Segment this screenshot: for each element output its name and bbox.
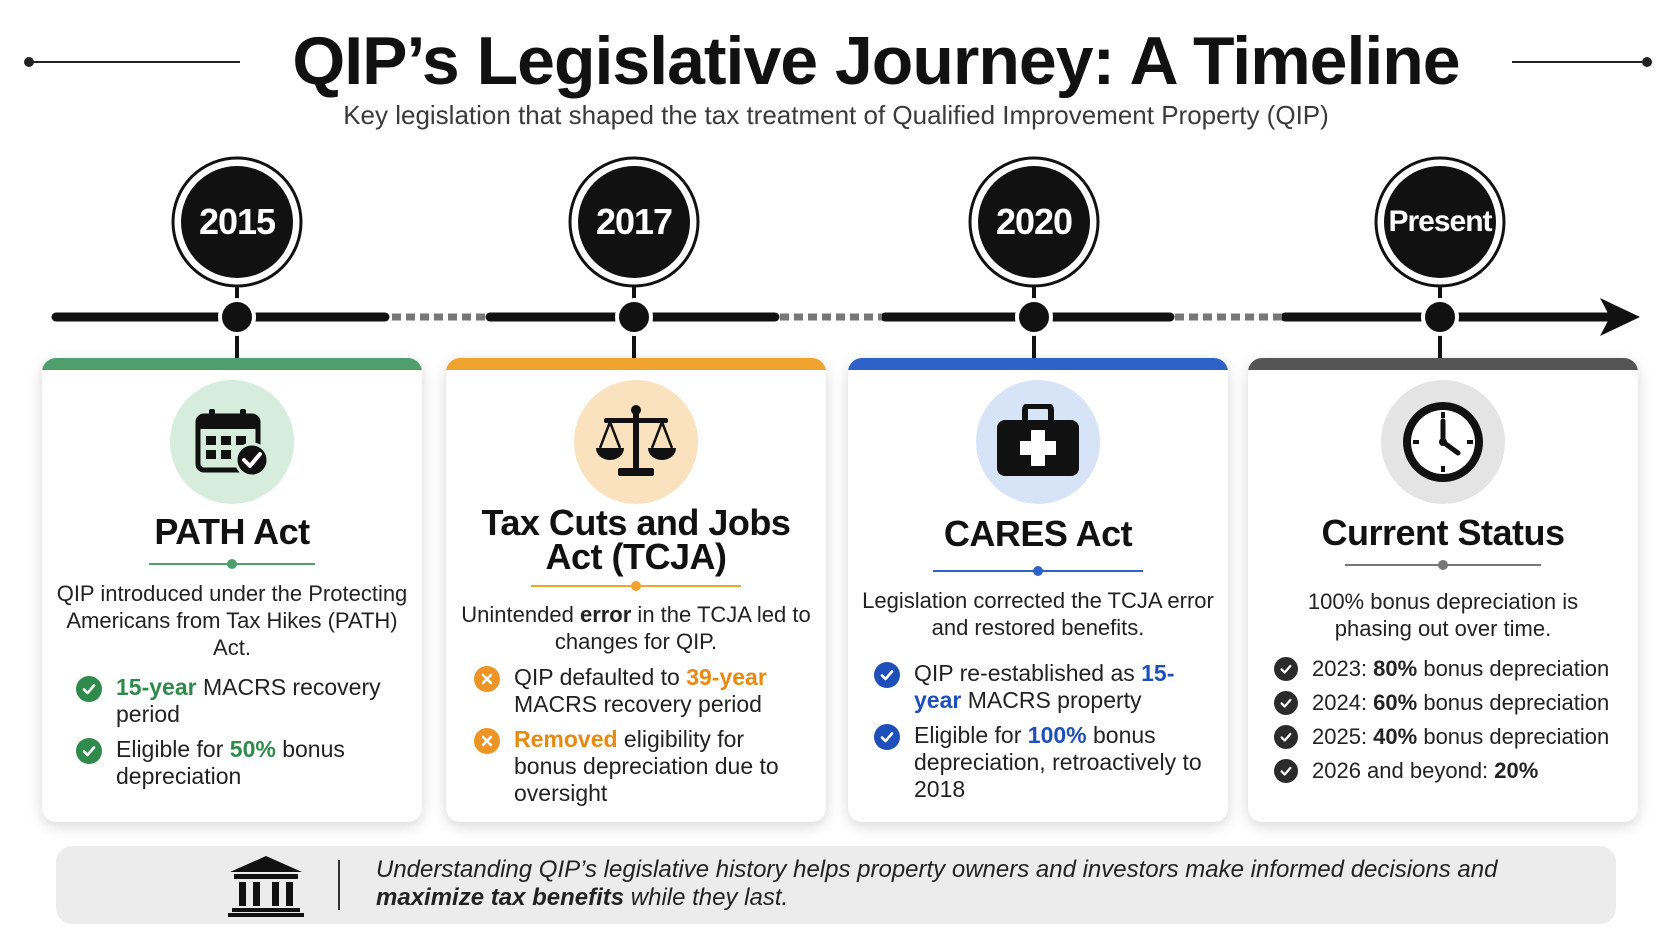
check-circle-icon [874, 724, 900, 750]
timeline-node-2015 [218, 298, 256, 336]
check-circle-icon [1274, 759, 1298, 783]
milestone-badge-2017 [578, 166, 690, 278]
year-label-present: Present [1388, 205, 1492, 238]
footer-text: Understanding QIP’s legislative history … [376, 856, 1498, 911]
year-label-2015: 2015 [198, 201, 276, 242]
card-divider-dot [227, 559, 237, 569]
card-description: QIP introduced under the Protecting Amer… [56, 581, 408, 660]
page-subtitle: Key legislation that shaped the tax trea… [343, 100, 1329, 130]
page-title: QIP’s Legislative Journey: A Timeline [292, 23, 1460, 99]
title-ornament-line [1512, 61, 1642, 63]
depreciation-schedule: 2023: 80% bonus depreciation 2024: 60% b… [1274, 652, 1628, 788]
list-item: 2025: 40% bonus depreciation [1274, 720, 1628, 754]
list-item: QIP re-established as 15-year MACRS prop… [874, 660, 1210, 714]
list-item: 2024: 60% bonus depreciation [1274, 686, 1628, 720]
list-item: Removed eligibility for bonus depreciati… [474, 726, 808, 807]
clock-icon [1381, 380, 1505, 504]
list-item: 2026 and beyond: 20% [1274, 754, 1628, 788]
list-item: Eligible for 100% bonus depreciation, re… [874, 722, 1210, 803]
year-label-2017: 2017 [595, 201, 673, 242]
footer-banner: Understanding QIP’s legislative history … [56, 846, 1616, 924]
card-accent-bar [42, 358, 422, 370]
card-divider-dot [1033, 566, 1043, 576]
year-label-2020: 2020 [995, 201, 1073, 242]
card-title: CARES Act [943, 513, 1133, 554]
first-aid-kit-icon [976, 380, 1100, 504]
title-ornament-dot [1642, 57, 1652, 67]
check-circle-icon [1274, 725, 1298, 749]
card-title: Current Status [1321, 512, 1565, 553]
card-cares-act: CARES Act Legislation corrected the TCJA… [848, 358, 1228, 822]
card-divider-dot [631, 581, 641, 591]
calendar-check-icon [170, 380, 294, 504]
card-current-status: Current Status 100% bonus depreciation i… [1248, 358, 1638, 822]
card-tcja: Tax Cuts and Jobs Act (TCJA) Unintended … [446, 358, 826, 822]
timeline-node-present [1421, 298, 1459, 336]
courthouse-icon [226, 854, 306, 923]
timeline-node-2017 [615, 298, 653, 336]
timeline-axis [51, 156, 1640, 360]
check-circle-icon [76, 676, 102, 702]
card-accent-bar [446, 358, 826, 370]
card-divider-dot [1438, 560, 1448, 570]
card-bullets: 15-year MACRS recovery period Eligible f… [76, 674, 404, 798]
list-item: QIP defaulted to 39-year MACRS recovery … [474, 664, 808, 718]
x-circle-icon [474, 728, 500, 754]
card-title: Tax Cuts and Jobs Act (TCJA) [481, 502, 791, 577]
timeline-arrow-head [1600, 298, 1640, 336]
card-bullets: QIP re-established as 15-year MACRS prop… [874, 660, 1210, 811]
milestone-badge-present [1384, 166, 1496, 278]
x-circle-icon [474, 666, 500, 692]
timeline-node-2020 [1015, 298, 1053, 336]
card-description: Unintended error in the TCJA led to chan… [461, 602, 811, 654]
list-item: 2023: 80% bonus depreciation [1274, 652, 1628, 686]
milestone-badge-2015 [181, 166, 293, 278]
card-description: 100% bonus depreciation is phasing out o… [1307, 589, 1579, 641]
card-accent-bar [848, 358, 1228, 370]
title-ornament-line [28, 61, 240, 63]
card-path-act: PATH Act QIP introduced under the Protec… [42, 358, 422, 822]
footer-separator [338, 860, 340, 910]
check-circle-icon [76, 738, 102, 764]
title-row: QIP’s Legislative Journey: A Timeline [0, 18, 1672, 99]
scales-icon [574, 380, 698, 504]
card-title: PATH Act [154, 511, 310, 552]
check-circle-icon [874, 662, 900, 688]
card-bullets: QIP defaulted to 39-year MACRS recovery … [474, 664, 808, 815]
card-description: Legislation corrected the TCJA error and… [862, 588, 1214, 640]
list-item: 15-year MACRS recovery period [76, 674, 404, 728]
check-circle-icon [1274, 691, 1298, 715]
list-item: Eligible for 50% bonus depreciation [76, 736, 404, 790]
milestone-badge-2020 [978, 166, 1090, 278]
check-circle-icon [1274, 657, 1298, 681]
card-accent-bar [1248, 358, 1638, 370]
